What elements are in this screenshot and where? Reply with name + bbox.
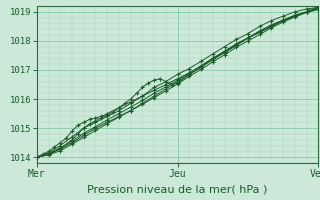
X-axis label: Pression niveau de la mer( hPa ): Pression niveau de la mer( hPa ) (87, 184, 268, 194)
